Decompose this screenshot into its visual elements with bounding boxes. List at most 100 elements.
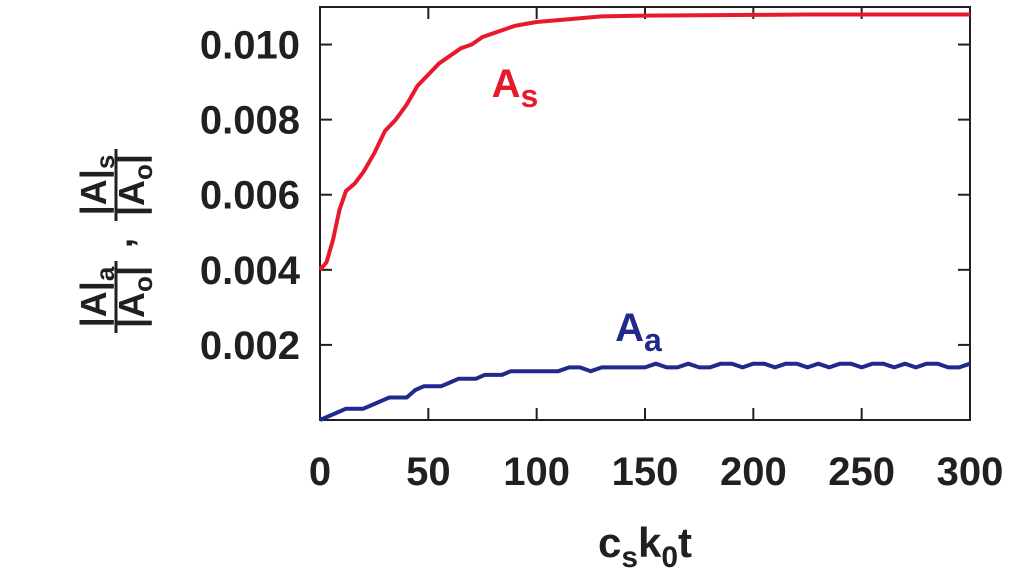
- data-point-As: [525, 23, 527, 25]
- data-point-As: [417, 85, 418, 87]
- data-point-As: [319, 269, 321, 271]
- data-point-Aa: [817, 363, 819, 365]
- data-point-Aa: [484, 374, 486, 376]
- data-point-Aa: [969, 363, 971, 365]
- data-point-Aa: [731, 363, 733, 365]
- data-point-Aa: [527, 370, 529, 372]
- data-point-As: [384, 130, 386, 132]
- data-point-As: [698, 14, 700, 16]
- data-point-Aa: [579, 366, 581, 368]
- series-label-As: As: [492, 62, 539, 114]
- data-point-Aa: [937, 363, 938, 365]
- data-point-As: [427, 74, 429, 76]
- y-tick-label: 0.004: [200, 249, 301, 293]
- data-point-Aa: [466, 378, 468, 380]
- data-point-Aa: [926, 363, 928, 365]
- data-point-Aa: [785, 363, 787, 365]
- x-axis-ticks: 0 50 100 150 200 250 300: [309, 7, 1004, 494]
- data-point-Aa: [536, 370, 538, 372]
- data-point-As: [438, 62, 440, 64]
- data-point-As: [752, 14, 754, 16]
- data-point-Aa: [796, 363, 798, 365]
- x-axis-label: csk0t: [598, 519, 692, 574]
- data-point-As: [969, 14, 971, 16]
- series-label-Aa: Aa: [615, 306, 662, 358]
- data-point-Aa: [947, 366, 949, 368]
- x-axis-label-main: c: [598, 519, 621, 566]
- data-point-Aa: [742, 366, 743, 368]
- data-point-Aa: [915, 366, 917, 368]
- data-point-Aa: [644, 366, 646, 368]
- data-point-Aa: [568, 366, 570, 368]
- x-tick-label: 250: [828, 450, 895, 494]
- x-axis-label-sub2: 0: [661, 541, 678, 574]
- x-tick-label: 100: [503, 450, 570, 494]
- data-point-As: [395, 119, 397, 121]
- data-point-Aa: [807, 366, 808, 368]
- data-point-As: [601, 15, 603, 17]
- data-point-Aa: [547, 370, 548, 372]
- data-point-As: [807, 14, 808, 16]
- x-tick-label: 300: [937, 450, 1004, 494]
- data-point-As: [406, 104, 408, 106]
- data-point-Aa: [590, 370, 592, 372]
- data-point-Aa: [709, 366, 711, 368]
- data-point-Aa: [432, 385, 434, 387]
- x-tick-label: 150: [612, 450, 679, 494]
- x-tick-label: 0: [309, 450, 331, 494]
- data-point-Aa: [414, 389, 416, 391]
- data-point-Aa: [557, 370, 559, 372]
- data-point-Aa: [622, 366, 624, 368]
- data-point-Aa: [752, 363, 754, 365]
- data-point-Aa: [371, 404, 373, 406]
- data-point-Aa: [601, 366, 603, 368]
- series-labels: As Aa: [492, 62, 662, 358]
- data-point-Aa: [406, 396, 408, 398]
- data-point-As: [471, 44, 473, 46]
- y-label-separator: ,: [99, 238, 140, 248]
- data-point-Aa: [861, 366, 863, 368]
- data-point-As: [326, 261, 327, 263]
- data-point-As: [460, 47, 462, 49]
- y-axis-label: |A|a |Ao| , |A|s |Ao|: [73, 149, 158, 333]
- data-point-As: [373, 152, 375, 154]
- data-point-As: [861, 14, 863, 16]
- x-axis-label-tail: t: [678, 519, 692, 566]
- data-point-As: [536, 21, 538, 23]
- data-point-As: [557, 19, 559, 21]
- data-point-As: [332, 239, 334, 241]
- data-point-Aa: [677, 366, 678, 368]
- data-point-Aa: [518, 370, 520, 372]
- data-point-Aa: [345, 408, 347, 410]
- data-point-As: [482, 36, 483, 38]
- data-point-As: [514, 25, 516, 27]
- data-point-Aa: [510, 370, 512, 372]
- y-tick-label: 0.008: [200, 99, 300, 143]
- y-tick-label: 0.002: [200, 324, 300, 368]
- data-point-Aa: [336, 411, 338, 413]
- data-point-Aa: [763, 363, 765, 365]
- data-point-As: [362, 171, 364, 173]
- data-point-As: [503, 29, 505, 31]
- data-point-Aa: [397, 396, 399, 398]
- series-layer: [318, 12, 971, 422]
- data-point-Aa: [698, 366, 700, 368]
- data-point-Aa: [328, 415, 330, 417]
- data-point-As: [915, 14, 917, 16]
- data-point-Aa: [774, 366, 776, 368]
- data-point-Aa: [904, 363, 906, 365]
- y-tick-label: 0.006: [200, 174, 300, 218]
- data-point-Aa: [388, 396, 390, 398]
- y-tick-label: 0.010: [200, 24, 300, 68]
- data-point-Aa: [828, 366, 830, 368]
- y-axis-ticks: 0.002 0.004 0.006 0.008 0.010: [200, 24, 970, 368]
- data-point-Aa: [354, 408, 356, 410]
- data-point-As: [354, 182, 356, 184]
- data-point-As: [622, 15, 624, 17]
- data-point-Aa: [492, 374, 494, 376]
- data-point-Aa: [666, 366, 668, 368]
- data-point-Aa: [958, 366, 960, 368]
- x-axis-label-mid: k: [638, 519, 662, 566]
- data-point-Aa: [633, 366, 635, 368]
